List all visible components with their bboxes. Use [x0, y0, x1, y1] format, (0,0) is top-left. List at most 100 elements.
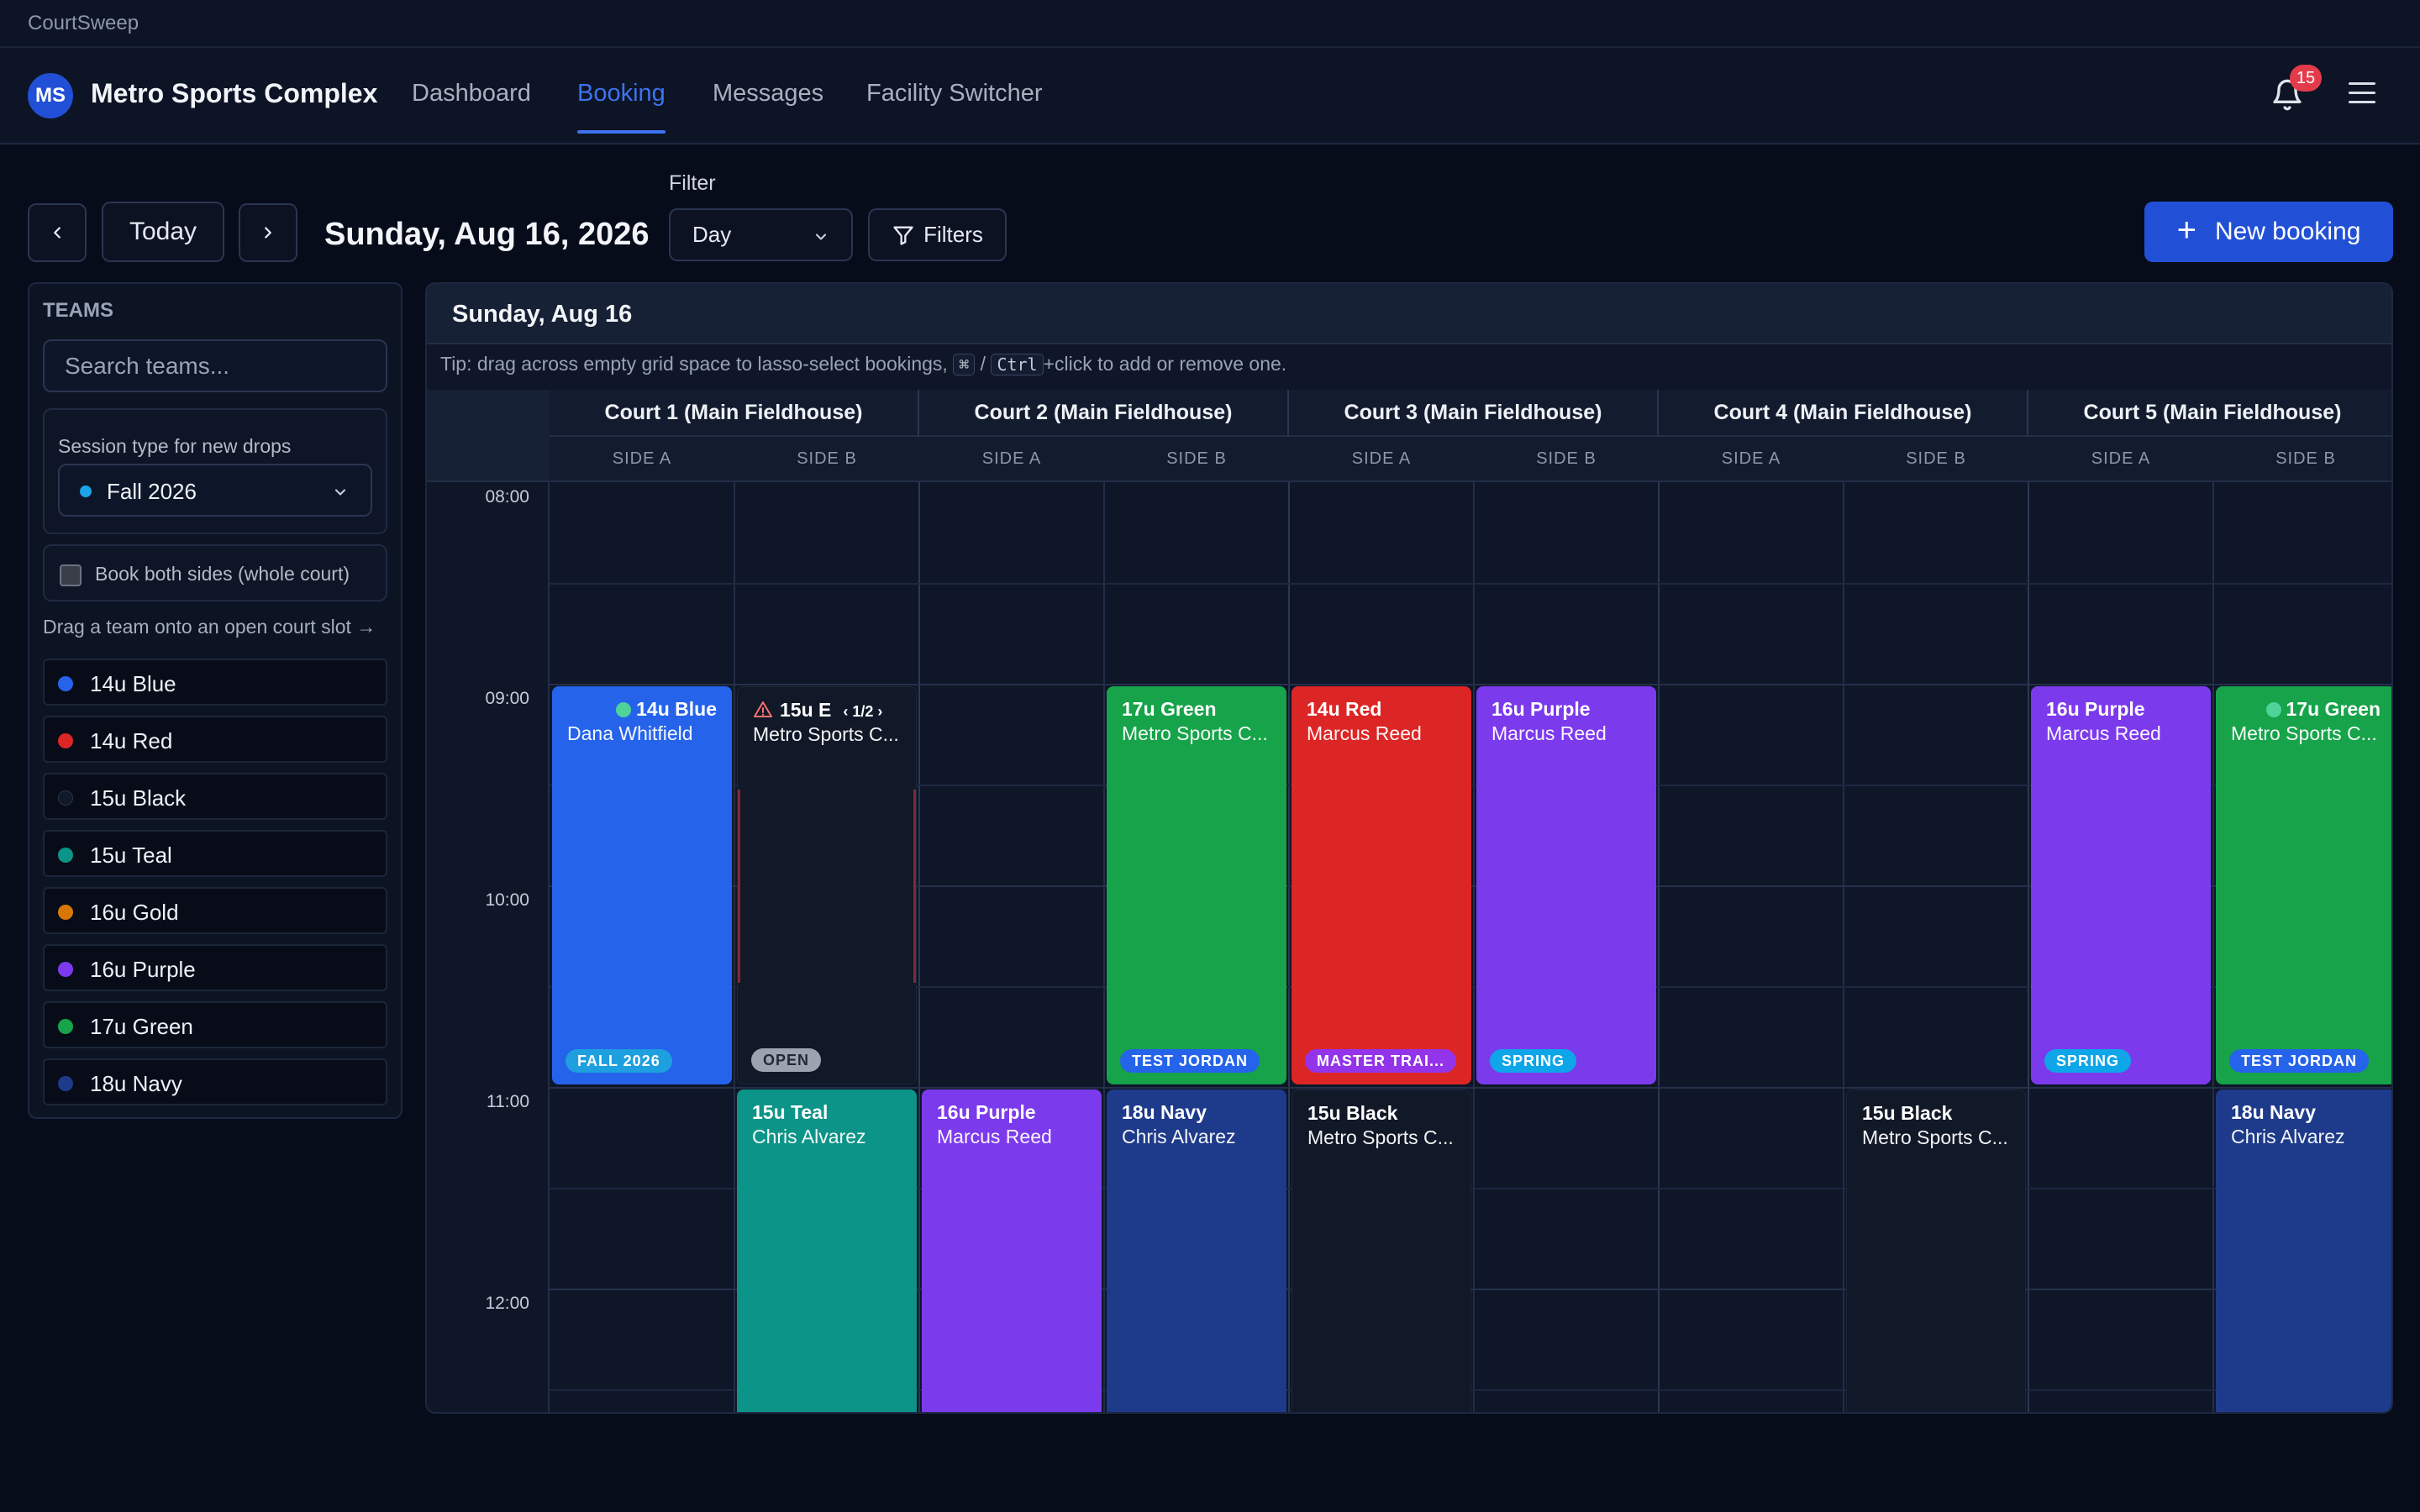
next-day-button[interactable]	[239, 203, 297, 262]
side-divider	[1843, 482, 1844, 1412]
team-name: 16u Purple	[90, 957, 196, 982]
booking-block[interactable]: 18u Navy Chris Alvarez	[1107, 1089, 1286, 1412]
court-header: Court 2 (Main Fieldhouse)	[919, 390, 1289, 437]
team-color-dot	[58, 962, 73, 977]
booking-block[interactable]: 15u Teal Chris Alvarez	[737, 1089, 917, 1412]
chevron-down-icon	[815, 234, 827, 240]
new-booking-button[interactable]: + New booking	[2144, 202, 2393, 262]
booking-block[interactable]: 16u Purple Marcus Reed	[922, 1089, 1102, 1412]
side-header: SIDE A	[1289, 437, 1474, 482]
booking-team-name: 14u Red	[1307, 698, 1382, 720]
drag-hint: Drag a team onto an open court slot →	[43, 616, 376, 638]
team-item[interactable]: 16u Gold	[43, 887, 387, 934]
filter-label: Filter	[669, 171, 716, 195]
cmd-key: ⌘	[953, 354, 976, 375]
hour-gridline	[550, 684, 2391, 685]
booking-block[interactable]: 17u Green Metro Sports C... TEST JORDAN	[2216, 686, 2391, 1084]
team-item[interactable]: 15u Black	[43, 773, 387, 820]
view-select[interactable]: Day	[669, 208, 853, 261]
confirmed-status-icon	[616, 702, 632, 717]
team-item[interactable]: 17u Green	[43, 1001, 387, 1048]
side-header: SIDE B	[1844, 437, 2028, 482]
booking-block[interactable]: 15u Black Metro Sports C...	[1846, 1089, 2026, 1412]
notification-badge: 15	[2290, 65, 2322, 92]
court-header: Court 3 (Main Fieldhouse)	[1289, 390, 1659, 437]
both-sides-checkbox[interactable]	[60, 564, 82, 586]
booking-team-name: 17u Green	[1122, 698, 1217, 720]
prev-day-button[interactable]	[28, 203, 87, 262]
booking-block[interactable]: 15u Black Metro Sports C...	[1292, 1089, 1471, 1412]
booking-block[interactable]: 15u E ‹ 1/2 › Metro Sports C... OPEN	[737, 686, 917, 1084]
booking-title: 15u Teal	[752, 1101, 902, 1124]
nav-booking[interactable]: Booking	[577, 80, 666, 107]
booking-subtitle: Marcus Reed	[1491, 722, 1607, 744]
facility-name: Metro Sports Complex	[91, 78, 378, 108]
session-type-panel: Session type for new drops Fall 2026	[43, 408, 387, 534]
booking-block[interactable]: 16u Purple Marcus Reed SPRING	[2031, 686, 2211, 1084]
team-item[interactable]: 14u Blue	[43, 659, 387, 706]
booking-session-tag: OPEN	[751, 1048, 822, 1072]
booking-subtitle: Metro Sports C...	[1307, 1126, 1454, 1148]
team-item[interactable]: 16u Purple	[43, 944, 387, 991]
team-color-dot	[58, 676, 73, 691]
nav-messages[interactable]: Messages	[713, 80, 824, 107]
confirmed-status-icon	[2265, 702, 2281, 717]
booking-team-name: 15u Black	[1862, 1102, 1953, 1124]
booking-title: 16u Purple	[2046, 698, 2196, 721]
booking-team-name: 15u E	[780, 699, 832, 721]
time-label: 10:00	[485, 890, 529, 910]
side-header: SIDE B	[2213, 437, 2391, 482]
tip-text-end: +click to add or remove one.	[1043, 353, 1287, 375]
app-title-bar: CourtSweep	[0, 0, 2420, 48]
nav-facility-switcher[interactable]: Facility Switcher	[866, 80, 1043, 107]
booking-title: 15u Black	[1862, 1102, 2010, 1125]
half-hour-gridline	[550, 583, 2391, 585]
team-name: 17u Green	[90, 1014, 193, 1039]
booking-block[interactable]: 18u Navy Chris Alvarez	[2216, 1089, 2391, 1412]
booking-subtitle: Marcus Reed	[937, 1126, 1052, 1147]
today-button[interactable]: Today	[102, 202, 224, 262]
team-item[interactable]: 15u Teal	[43, 830, 387, 877]
court-header: Court 4 (Main Fieldhouse)	[1659, 390, 2028, 437]
warning-icon	[754, 701, 772, 717]
booking-block[interactable]: 16u Purple Marcus Reed SPRING	[1476, 686, 1656, 1084]
session-type-select[interactable]: Fall 2026	[58, 464, 372, 517]
side-header: SIDE A	[2028, 437, 2213, 482]
booking-block[interactable]: 17u Green Metro Sports C... TEST JORDAN	[1107, 686, 1286, 1084]
team-color-dot	[58, 848, 73, 863]
booking-subtitle: Chris Alvarez	[2231, 1126, 2345, 1147]
facility-avatar[interactable]: MS	[28, 73, 73, 118]
hamburger-menu-icon[interactable]	[2349, 82, 2375, 106]
schedule-grid[interactable]: 08:00 09:00 10:00 11:00 12:00 Court 1 (Main …	[427, 390, 2391, 1412]
booking-block[interactable]: 14u Red Marcus Reed MASTER TRAI...	[1292, 686, 1471, 1084]
booking-title: 14u Red	[1307, 698, 1456, 721]
tip-separator: /	[980, 353, 986, 375]
side-divider	[2212, 482, 2214, 1412]
filters-button[interactable]: Filters	[868, 208, 1007, 261]
conflict-marker	[913, 790, 916, 983]
booking-team-name: 16u Purple	[2046, 698, 2145, 720]
booking-block[interactable]: 14u Blue Dana Whitfield FALL 2026	[552, 686, 732, 1084]
nav-dashboard[interactable]: Dashboard	[412, 80, 531, 107]
new-booking-label: New booking	[2214, 218, 2361, 245]
hour-gridline	[550, 1087, 2391, 1089]
conflict-marker	[738, 790, 740, 983]
team-item[interactable]: 18u Navy	[43, 1058, 387, 1105]
view-select-value: Day	[692, 222, 732, 247]
side-header: SIDE B	[1474, 437, 1659, 482]
both-sides-toggle[interactable]: Book both sides (whole court)	[43, 544, 387, 601]
team-search-input[interactable]	[43, 339, 387, 392]
booking-subtitle: Metro Sports C...	[2231, 722, 2377, 744]
team-item[interactable]: 14u Red	[43, 716, 387, 763]
side-header: SIDE A	[550, 437, 734, 482]
team-color-dot	[58, 905, 73, 920]
booking-team-name: 15u Black	[1307, 1102, 1398, 1124]
booking-title: 17u Green	[1122, 698, 1271, 721]
calendar-day-title: Sunday, Aug 16	[452, 301, 633, 328]
court-divider	[1288, 482, 1290, 1412]
time-label: 09:00	[485, 689, 529, 708]
bell-icon[interactable]	[2270, 78, 2304, 112]
booking-calendar: Sunday, Aug 16 Tip: drag across empty gr…	[425, 282, 2393, 1414]
booking-team-name: 16u Purple	[937, 1101, 1036, 1123]
booking-pager[interactable]: ‹ 1/2 ›	[843, 703, 883, 720]
